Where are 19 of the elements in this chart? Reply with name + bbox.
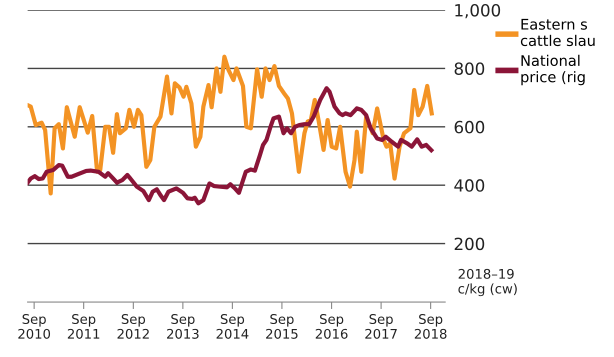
x-tick-label: Sep 2012 <box>118 314 149 339</box>
x-tick-label: Sep 2010 <box>18 314 50 339</box>
legend-label: Eastern s cattle slau <box>520 18 595 46</box>
legend-label: National price (rig <box>521 54 585 86</box>
line-series <box>28 54 434 196</box>
x-tick-label: Sep 2016 <box>316 314 348 339</box>
y-tick-label: 600 <box>454 120 484 134</box>
y-tick-label: 800 <box>454 62 484 75</box>
y-tick-label: 200 <box>454 238 484 250</box>
y-tick-label: 400 <box>454 179 484 192</box>
x-tick-label: Sep 2014 <box>216 314 248 339</box>
x-tick-label: Sep 2017 <box>365 314 397 339</box>
x-tick-label: Sep 2011 <box>68 314 100 339</box>
x-tick-label: Sep 2013 <box>167 314 199 339</box>
x-tick-label: Sep 2018 <box>414 314 447 339</box>
y-axis-title: 2018–19 c/kg (cw) <box>458 268 517 296</box>
y-tick-label: 1,000 <box>455 4 500 18</box>
line-series <box>28 86 434 206</box>
x-tick-label: Sep 2015 <box>266 314 298 339</box>
